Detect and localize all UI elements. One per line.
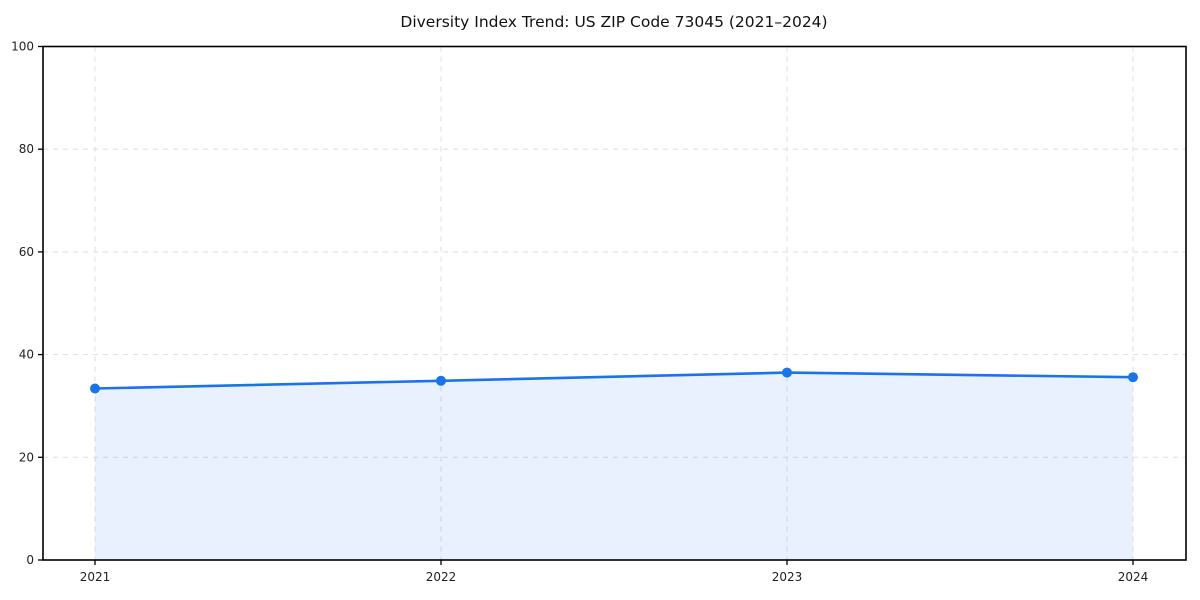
- x-tick-label-2021: 2021: [80, 570, 111, 584]
- y-tick-label-40: 40: [19, 348, 34, 362]
- y-tick-label-60: 60: [19, 245, 34, 259]
- y-tick-label-80: 80: [19, 142, 34, 156]
- y-tick-label-0: 0: [26, 553, 34, 567]
- trend-line: [93, 371, 1135, 390]
- grid-layer: [43, 46, 1186, 560]
- series-layer: [90, 367, 1138, 560]
- y-tick-label-20: 20: [19, 450, 34, 464]
- area-fill: [95, 372, 1133, 560]
- data-point-2022: [436, 375, 446, 386]
- x-tick-label-2022: 2022: [426, 570, 457, 584]
- data-point-2023: [782, 367, 792, 378]
- data-point-2024: [1128, 372, 1138, 383]
- axes-layer: 0 20 40 60 80 100 2021 2022 2023 2024: [11, 40, 1187, 584]
- chart-title: Diversity Index Trend: US ZIP Code 73045…: [400, 13, 827, 31]
- y-tick-label-100: 100: [11, 40, 34, 54]
- data-point-2021: [90, 383, 100, 394]
- x-tick-label-2024: 2024: [1118, 570, 1149, 584]
- x-tick-label-2023: 2023: [772, 570, 803, 584]
- plot-border: [42, 45, 1187, 561]
